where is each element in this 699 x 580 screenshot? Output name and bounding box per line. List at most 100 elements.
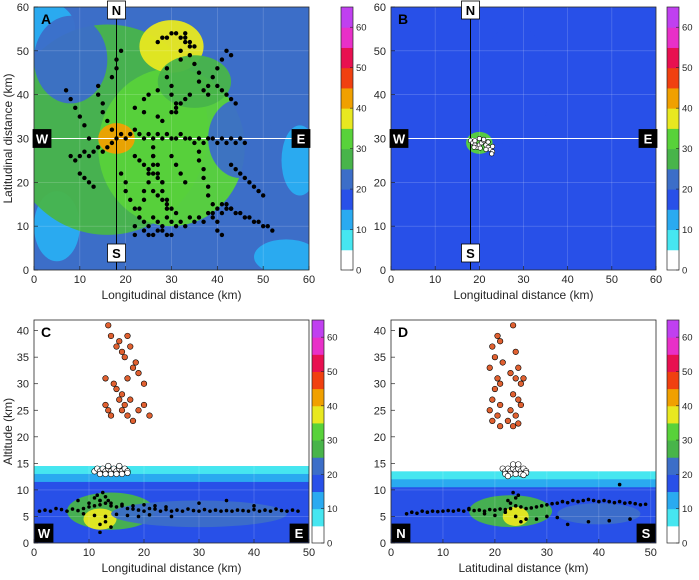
y-tick-label: 10: [374, 485, 386, 497]
data-point: [504, 417, 512, 424]
data-point: [497, 338, 504, 345]
data-point: [586, 519, 591, 524]
label-south-box: [461, 243, 480, 263]
data-point: [76, 498, 80, 503]
data-point: [116, 396, 123, 403]
plot-area: [391, 7, 656, 270]
data-point: [125, 513, 130, 518]
data-point: [150, 188, 156, 194]
data-point: [481, 136, 487, 142]
data-point: [173, 101, 179, 106]
data-point: [169, 514, 174, 519]
data-point: [103, 519, 108, 524]
data-point: [215, 66, 220, 71]
data-point: [142, 509, 146, 513]
data-point: [187, 136, 193, 141]
data-point: [512, 470, 519, 478]
data-point: [169, 110, 174, 115]
y-tick-label: 30: [374, 134, 386, 146]
data-point: [77, 171, 83, 176]
data-point: [150, 215, 156, 220]
data-point: [191, 508, 196, 513]
data-point: [524, 506, 528, 511]
data-point: [504, 473, 512, 480]
label-left-box: [34, 523, 54, 543]
data-point: [123, 188, 128, 194]
x-tick-label: 0: [31, 547, 37, 559]
data-point: [100, 110, 105, 115]
y-tick-label: 30: [17, 379, 29, 391]
data-point: [173, 223, 179, 229]
data-point: [105, 118, 110, 124]
data-point: [476, 136, 482, 142]
data-point: [113, 343, 120, 350]
data-point: [146, 131, 151, 137]
data-point: [76, 508, 80, 513]
label-south-text: S: [466, 246, 475, 261]
data-point: [102, 401, 109, 409]
data-point: [242, 175, 248, 181]
data-point: [132, 206, 138, 211]
data-point: [178, 171, 183, 176]
data-point: [513, 496, 518, 500]
label-east-text: E: [297, 132, 306, 147]
data-point: [109, 525, 113, 529]
data-point: [155, 171, 160, 176]
y-tick-label: 40: [17, 90, 29, 102]
data-point: [219, 136, 225, 141]
data-point: [131, 507, 135, 511]
x-tick-label: 40: [248, 547, 260, 559]
data-point: [205, 193, 211, 198]
data-point: [187, 39, 193, 45]
data-point: [485, 139, 491, 145]
data-point: [113, 385, 120, 393]
colorbar-tick-label: 50: [356, 63, 367, 74]
x-tick-label: 20: [138, 547, 150, 559]
y-tick-label: 5: [23, 511, 29, 523]
y-tick-label: 25: [17, 405, 29, 417]
data-point: [499, 359, 506, 366]
data-point: [477, 508, 482, 512]
data-point: [137, 131, 142, 137]
label-west-text: W: [36, 132, 49, 147]
label-north-box: [107, 0, 126, 20]
data-point: [132, 232, 138, 238]
label-east: E: [638, 129, 658, 148]
data-point: [153, 507, 157, 511]
data-point: [490, 143, 496, 149]
data-point: [197, 509, 201, 513]
data-point: [186, 507, 190, 511]
data-point: [205, 210, 211, 216]
data-point: [210, 210, 215, 216]
data-point: [205, 136, 211, 141]
data-point: [178, 131, 183, 137]
data-point: [65, 509, 69, 513]
data-point: [169, 31, 174, 36]
data-point: [446, 508, 450, 513]
data-point: [586, 497, 591, 502]
data-point: [545, 502, 549, 507]
colorbar-segment: [312, 422, 324, 441]
colorbar-segment: [667, 27, 679, 48]
label-south-box: [107, 243, 126, 263]
colorbar-segment: [667, 168, 679, 190]
colorbar-segment: [312, 491, 324, 510]
data-point: [260, 193, 266, 198]
data-point: [82, 123, 87, 128]
data-point: [228, 96, 234, 102]
y-tick-label: 50: [17, 46, 29, 58]
data-point: [435, 509, 440, 514]
data-point: [517, 380, 525, 387]
data-point: [132, 223, 138, 229]
colorbar-tick-label: 40: [682, 401, 693, 412]
data-point: [114, 66, 119, 71]
data-point: [68, 153, 73, 159]
data-point: [173, 210, 179, 216]
data-point: [238, 171, 243, 176]
data-point: [612, 500, 617, 505]
data-point: [140, 401, 148, 409]
data-point: [247, 215, 252, 220]
colorbar-tick-label: 20: [682, 470, 693, 481]
data-point: [471, 144, 477, 150]
data-point: [183, 223, 188, 229]
